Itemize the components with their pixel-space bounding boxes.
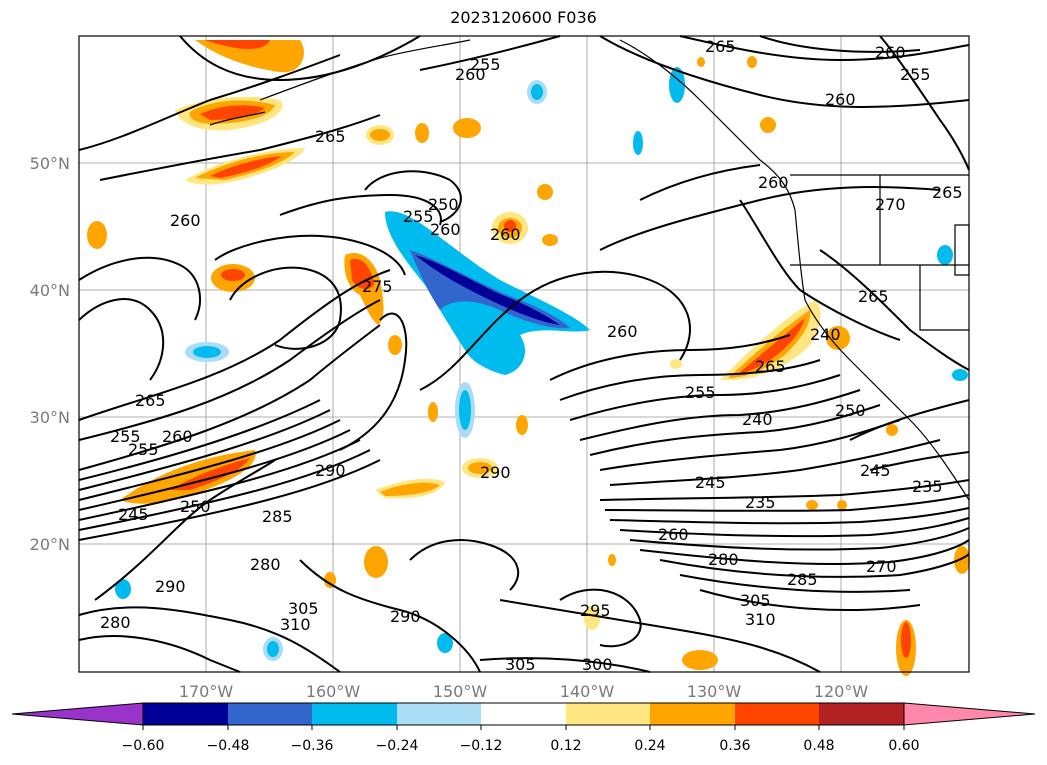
colorbar-segment <box>650 703 735 725</box>
contour-label: 265 <box>932 183 963 202</box>
contour-label: 260 <box>455 65 486 84</box>
colorbar-tick: −0.24 <box>376 738 419 754</box>
contour-label: 305 <box>740 591 771 610</box>
colorbar-segment <box>143 703 228 725</box>
contour-label: 265 <box>135 391 166 410</box>
lon-tick: 130°W <box>687 682 742 701</box>
shaded-field <box>87 40 970 676</box>
contour-label: 265 <box>858 287 889 306</box>
colorbar-max-extension <box>903 702 1036 726</box>
lat-tick: 30°N <box>30 408 70 427</box>
contour-label: 260 <box>825 90 856 109</box>
latitude-ticks: 50°N 40°N 30°N 20°N <box>30 154 70 554</box>
contour-label: 310 <box>745 610 776 629</box>
lon-tick: 150°W <box>433 682 488 701</box>
contour-label: 270 <box>875 195 906 214</box>
longitude-ticks: 170°W 160°W 150°W 140°W 130°W 120°W <box>179 682 869 701</box>
lon-tick: 170°W <box>179 682 234 701</box>
colorbar-segment <box>312 703 397 725</box>
contour-label: 235 <box>912 477 943 496</box>
contour-label: 255 <box>110 427 141 446</box>
contour-label: 260 <box>170 211 201 230</box>
contour-label: 285 <box>787 570 818 589</box>
colorbar-tick: 0.24 <box>634 738 665 754</box>
colorbar-tick: −0.12 <box>460 738 503 754</box>
contour-label: 260 <box>875 43 906 62</box>
contour-label: 290 <box>315 461 346 480</box>
colorbar-tick: 0.36 <box>719 738 750 754</box>
colorbar-tick: 0.60 <box>888 738 919 754</box>
contour-label: 255 <box>128 440 159 459</box>
contour-label: 260 <box>430 220 461 239</box>
positive-blob-topleft <box>195 40 304 73</box>
colorbar-segment <box>397 703 481 725</box>
negative-band-core <box>415 255 560 325</box>
contour-label: 250 <box>180 497 211 516</box>
lon-tick: 140°W <box>560 682 615 701</box>
lon-tick: 160°W <box>306 682 361 701</box>
contour-label: 280 <box>250 555 281 574</box>
contour-label: 260 <box>607 322 638 341</box>
contour-label: 260 <box>758 173 789 192</box>
contour-label: 260 <box>490 225 521 244</box>
colorbar-segment <box>228 703 312 725</box>
contour-label: 285 <box>262 507 293 526</box>
contour-label: 245 <box>860 461 891 480</box>
contour-label: 255 <box>900 65 931 84</box>
contour-label: 300 <box>582 655 613 674</box>
contour-label: 290 <box>155 577 186 596</box>
colorbar-tick: −0.36 <box>291 738 334 754</box>
colorbar-tick: −0.48 <box>207 738 250 754</box>
map-title: 2023120600 F036 <box>450 8 597 27</box>
contours <box>78 35 970 673</box>
contour-label: 245 <box>118 505 149 524</box>
contour-label: 235 <box>745 493 776 512</box>
colorbar-segment <box>819 703 904 725</box>
colorbar-tick: −0.60 <box>122 738 165 754</box>
contour-label: 295 <box>580 601 611 620</box>
contour-label: 280 <box>708 550 739 569</box>
coastlines <box>209 39 970 501</box>
lat-tick: 50°N <box>30 154 70 173</box>
colorbar-segment <box>735 703 819 725</box>
lat-tick: 20°N <box>30 535 70 554</box>
contour-label: 255 <box>685 383 716 402</box>
contour-label: 265 <box>755 357 786 376</box>
contour-label: 250 <box>428 195 459 214</box>
contour-labels: 265 260 255 260 255 265 260 250 255 260 … <box>100 37 963 674</box>
contour-label: 255 <box>470 55 501 74</box>
contour-label: 265 <box>705 37 736 56</box>
lat-tick: 40°N <box>30 281 70 300</box>
contour-label: 310 <box>280 615 311 634</box>
contour-label: 255 <box>403 207 434 226</box>
contour-label: 270 <box>866 557 897 576</box>
contour-label: 245 <box>695 473 726 492</box>
contour-label: 240 <box>742 410 773 429</box>
colorbar-min-extension <box>11 702 144 726</box>
colorbar-tick: 0.12 <box>550 738 581 754</box>
contour-label: 265 <box>315 127 346 146</box>
contour-label: 260 <box>162 427 193 446</box>
lon-tick: 120°W <box>814 682 869 701</box>
colorbar-segment <box>481 703 566 725</box>
contour-label: 305 <box>505 655 536 674</box>
colorbar: −0.60 −0.48 −0.36 −0.24 −0.12 0.12 0.24 … <box>11 702 1036 754</box>
contour-label: 290 <box>390 607 421 626</box>
contour-label: 240 <box>810 325 841 344</box>
contour-label: 305 <box>288 599 319 618</box>
contour-label: 275 <box>362 277 393 296</box>
contour-label: 250 <box>835 401 866 420</box>
contour-label: 280 <box>100 613 131 632</box>
colorbar-segment <box>566 703 650 725</box>
contour-label: 290 <box>480 463 511 482</box>
colorbar-tick: 0.48 <box>803 738 834 754</box>
contour-label: 260 <box>658 525 689 544</box>
